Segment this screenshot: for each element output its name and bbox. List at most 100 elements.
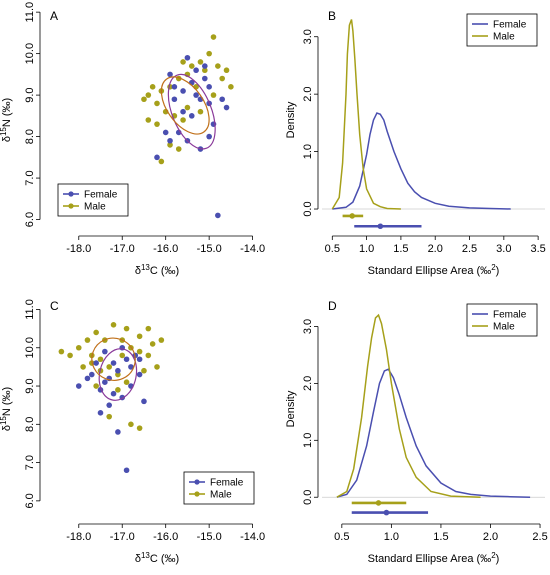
legend-marker-female xyxy=(194,479,200,485)
y-tick-label: 0.0 xyxy=(302,490,314,505)
y-tick-label: 7.0 xyxy=(24,455,36,470)
density-line-male xyxy=(336,313,481,498)
interval-mode-male xyxy=(349,213,355,219)
x-tick-label: 3.5 xyxy=(530,243,545,255)
point-male xyxy=(93,383,99,389)
x-tick-label: -15.0 xyxy=(197,531,222,543)
legend-label-male: Male xyxy=(493,32,515,43)
panel-b-density: 0.5 1.0 1.5 2.0 2.5 3.0 3.5 0.0 1.0 2.0 3.0 B Standa… xyxy=(285,9,546,277)
y-tick-label: 8.0 xyxy=(24,129,36,144)
point-male xyxy=(223,67,230,74)
legend-label-female: Female xyxy=(493,20,527,31)
legend-box xyxy=(466,303,538,337)
point-male xyxy=(119,352,126,359)
panel-c-scatter: -18.0 -17.0 -16.0 -15.0 -14.0 6.0 7.0 8.0 9.0 10.… xyxy=(0,299,265,565)
legend-marker-male xyxy=(194,491,200,497)
x-tick-label: -18.0 xyxy=(66,531,91,543)
point-female xyxy=(215,212,221,219)
x-tick-label: -14.0 xyxy=(240,531,265,543)
panel-d-density: 0.5 1.0 1.5 2.0 2.5 0.0 1.0 2.0 3.0 D Standard Ell… xyxy=(285,299,548,565)
point-female xyxy=(136,356,143,363)
point-male xyxy=(141,96,147,103)
panel-a-scatter: -18.0 -17.0 -16.0 -15.0 -14.0 6.0 7.0 8.0 9.0 10.… xyxy=(0,2,265,277)
legend-label-male: Male xyxy=(493,322,515,333)
point-male xyxy=(210,34,217,40)
point-male xyxy=(106,364,112,370)
x-axis-label: δ13C (‰) xyxy=(135,263,179,277)
interval-mode-female xyxy=(377,223,384,230)
x-tick-label: 2.5 xyxy=(532,531,547,543)
point-male xyxy=(106,413,112,420)
y-tick-label: 7.0 xyxy=(24,170,36,185)
point-male xyxy=(210,92,217,98)
point-female xyxy=(219,96,225,103)
point-female xyxy=(188,113,195,119)
point-male xyxy=(202,67,208,74)
x-tick-label: 1.0 xyxy=(384,531,399,543)
point-male xyxy=(136,333,143,340)
panel-letter: D xyxy=(328,299,337,313)
x-tick-label: -16.0 xyxy=(153,531,178,543)
ellipse-female xyxy=(98,348,138,401)
point-male xyxy=(197,108,204,115)
point-male xyxy=(175,146,182,152)
point-female xyxy=(167,137,173,144)
legend-label-female: Female xyxy=(210,478,244,489)
point-female xyxy=(193,67,199,74)
point-female xyxy=(171,96,178,103)
x-tick-label: 1.0 xyxy=(359,243,374,255)
legend-box xyxy=(466,13,538,47)
x-tick-label: -15.0 xyxy=(197,243,222,255)
point-female xyxy=(180,88,186,94)
x-tick-label: -16.0 xyxy=(153,243,178,255)
y-axis-label: δ15N (‰) xyxy=(0,98,13,142)
y-tick-label: 1.0 xyxy=(302,144,314,159)
point-male xyxy=(180,117,186,123)
point-male xyxy=(80,364,86,370)
point-female xyxy=(102,348,108,355)
y-axis-label: Density xyxy=(285,390,297,427)
point-male xyxy=(141,367,147,374)
x-axis-label: Standard Ellipse Area (‰2) xyxy=(368,263,500,277)
legend-box xyxy=(57,183,129,217)
point-female xyxy=(115,367,121,374)
point-male xyxy=(206,50,212,57)
point-female xyxy=(141,398,147,405)
point-male xyxy=(110,321,117,328)
y-tick-label: 2.0 xyxy=(302,87,314,102)
y-tick-label: 3.0 xyxy=(302,319,314,334)
point-male xyxy=(128,421,134,428)
interval-mode-male xyxy=(375,500,382,506)
density-line-male xyxy=(331,19,401,210)
ellipse-female xyxy=(167,73,216,150)
point-male xyxy=(84,337,91,343)
legend-box xyxy=(183,471,255,505)
point-male xyxy=(115,371,121,378)
point-female xyxy=(93,360,99,366)
point-male xyxy=(93,329,99,336)
legend-label-female: Female xyxy=(493,310,527,321)
point-male xyxy=(115,387,121,393)
point-female xyxy=(102,379,108,386)
x-tick-label: 1.5 xyxy=(433,531,448,543)
panel-letter: C xyxy=(50,299,59,313)
y-tick-label: 1.0 xyxy=(302,433,314,448)
point-male xyxy=(136,425,143,431)
panel-letter: B xyxy=(328,9,336,23)
x-tick-label: -14.0 xyxy=(240,243,265,255)
density-line-female xyxy=(332,112,511,210)
point-male xyxy=(154,100,160,107)
point-female xyxy=(206,133,212,140)
y-tick-label: 9.0 xyxy=(24,378,36,393)
point-male xyxy=(145,352,152,359)
point-female xyxy=(84,375,91,382)
x-axis-label: Standard Ellipse Area (‰2) xyxy=(368,551,500,565)
y-tick-label: 9.0 xyxy=(24,87,36,102)
point-female xyxy=(89,371,95,378)
interval-mode-female xyxy=(383,509,390,516)
y-axis-label: δ15N (‰) xyxy=(0,387,13,431)
x-tick-label: -17.0 xyxy=(110,243,135,255)
point-male xyxy=(97,356,104,363)
point-female xyxy=(154,154,160,161)
